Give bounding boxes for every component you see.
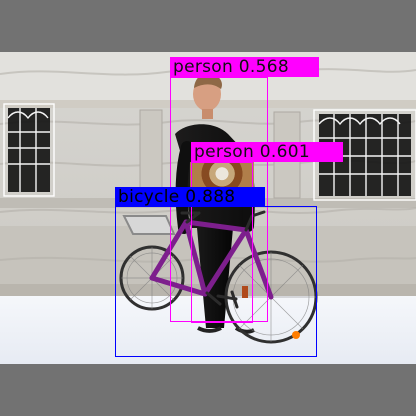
scene-photo: [0, 52, 416, 364]
person-label-top: person 0.568: [170, 57, 319, 77]
person-label-secondary: person 0.601: [191, 142, 343, 162]
bicycle-label: bicycle 0.888: [115, 187, 265, 207]
street-scene-illustration: [0, 52, 416, 364]
person-closeup-overlay: [190, 162, 254, 188]
